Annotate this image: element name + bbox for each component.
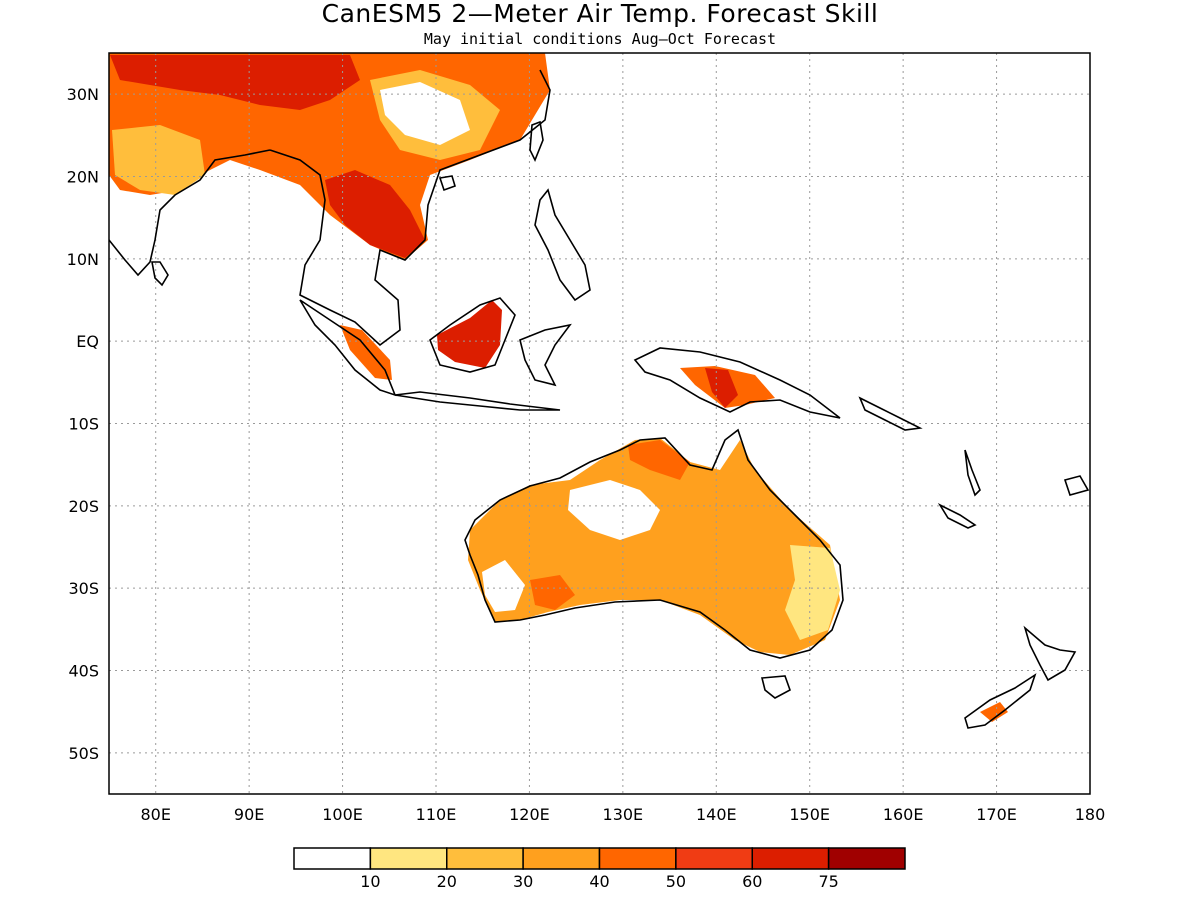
skill-region-australia-red-north [628,440,690,480]
colorbar-label: 40 [589,872,609,891]
colorbar-swatch [598,847,677,870]
lon-tick-label: 130E [603,805,644,824]
coastline-fiji [1063,475,1090,496]
skill-region-borneo [437,300,502,368]
lon-tick-label: 170E [976,805,1017,824]
longitude-axis: 80E 90E 100E 110E 120E 130E 140E 150E 160E 170E 18… [140,805,1105,824]
map-frame [108,52,1091,795]
lat-tick-label: 40S [68,662,99,681]
colorbar-swatch [675,847,753,870]
coastline-borneo [429,297,516,373]
lon-tick-label: 100E [322,805,363,824]
skill-region-australia-white-west [568,480,660,540]
coastline-tasmania [760,675,791,699]
colorbar-label: 30 [513,872,533,891]
colorbar-label: 10 [360,872,380,891]
lat-tick-label: 20N [67,168,99,187]
lat-tick-label: 50S [68,744,99,763]
colorbar: 10 20 30 40 50 60 75 [293,847,906,891]
lat-tick-label: 10N [67,250,99,269]
lon-tick-label: 180 [1075,805,1106,824]
skill-region-china-white [380,82,470,145]
skill-region-new-guinea-high [705,368,738,408]
lat-tick-label: 30S [68,579,99,598]
lat-tick-label: 10S [68,415,99,434]
coastline-australia [464,428,844,659]
coastline-new-zealand-south [964,673,1037,729]
skill-region-australia-white-sw [482,560,525,612]
lat-tick-label: 20S [68,497,99,516]
coastline-sumatra [299,299,397,397]
coastline-solomons [858,396,923,431]
colorbar-label: 50 [666,872,686,891]
lon-tick-label: 150E [789,805,830,824]
lon-tick-label: 120E [509,805,550,824]
colorbar-label: 20 [437,872,457,891]
lat-tick-label: 30N [67,85,99,104]
colorbar-swatch [751,847,830,870]
map-title: CanESM5 2—Meter Air Temp. Forecast Skill [322,0,879,28]
coastline-philippines [534,188,591,302]
coastline-new-zealand-north [1023,625,1077,682]
colorbar-swatch [827,847,906,870]
colorbar-swatch [293,847,372,870]
coastline-new-guinea [633,347,841,419]
lon-tick-label: 160E [883,805,924,824]
lon-tick-label: 80E [140,805,170,824]
lon-tick-label: 110E [416,805,457,824]
coastline-se-asia [269,69,551,347]
colorbar-label: 75 [818,872,838,891]
skill-region-australia-red-sw [530,575,575,610]
lon-tick-label: 140E [696,805,737,824]
skill-region-india [112,125,205,195]
coastline-taiwan [529,120,544,162]
coastlines [109,69,1090,729]
skill-shading [109,53,1008,722]
latitude-axis: 30N 20N 10N EQ 10S 20S 30S 40S 50S [67,85,99,763]
map-gridlines [109,53,1090,794]
skill-region-australia-yellow-east [785,545,840,640]
skill-region-sumatra [340,325,392,380]
coastline-india [109,149,271,277]
skill-region-asia-high [110,55,360,110]
coastline-vanuatu [964,449,981,497]
skill-region-indochina [325,170,425,258]
colorbar-swatch [522,847,601,870]
skill-region-new-zealand [980,702,1008,722]
coastline-java [394,391,561,411]
colorbar-swatch [446,847,524,870]
lon-tick-label: 90E [234,805,264,824]
colorbar-label: 60 [742,872,762,891]
coastline-new-caledonia [937,503,977,529]
coastline-hainan [438,175,456,192]
coastline-sulawesi [519,323,572,387]
map-subtitle: May initial conditions Aug—Oct Forecast [424,30,776,48]
map-panel: 80E 90E 100E 110E 120E 130E 140E 150E 160E 170E 18… [67,52,1105,824]
coastline-sri-lanka [151,261,169,287]
lat-tick-label: EQ [76,332,99,351]
colorbar-swatch [369,847,448,870]
